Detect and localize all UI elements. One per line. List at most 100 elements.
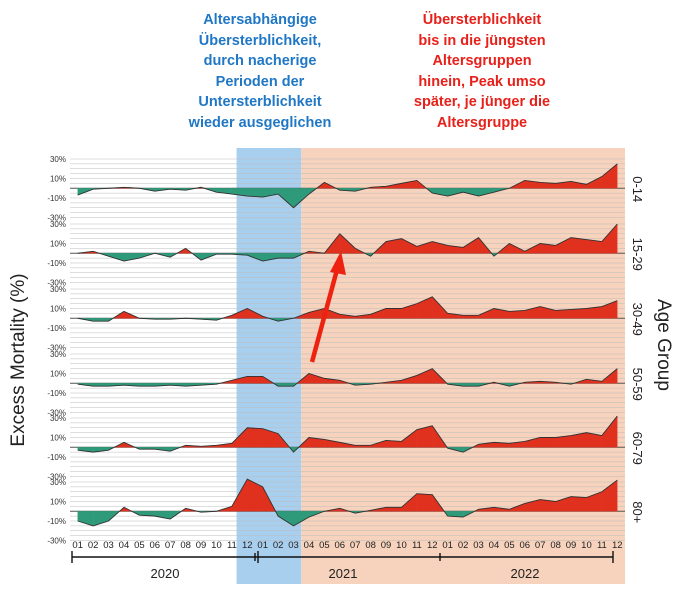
x-tick-label: 04 [489, 540, 500, 551]
year-label-2021: 2021 [329, 566, 358, 581]
red-arrow [309, 251, 346, 363]
year-label-2020: 2020 [151, 566, 180, 581]
x-tick-label: 07 [350, 540, 361, 551]
y-tick-label: -10% [47, 389, 66, 398]
y-tick-label: 30% [50, 285, 66, 294]
x-tick-label: 03 [473, 540, 484, 551]
series-line [77, 163, 618, 209]
y-tick-label: 10% [50, 498, 66, 507]
x-tick-label: 09 [381, 540, 392, 551]
y-axis-label: Excess Mortality (%) [8, 273, 29, 446]
x-tick-label: 06 [335, 540, 346, 551]
x-tick-label: 08 [180, 540, 191, 551]
x-tick-label: 12 [427, 540, 438, 551]
series-label-80+: 80+ [630, 501, 645, 523]
x-tick-label: 05 [134, 540, 145, 551]
x-tick-label: 03 [103, 540, 114, 551]
y-tick-label: -10% [47, 453, 66, 462]
y-tick-label: -10% [47, 259, 66, 268]
x-tick-label: 09 [566, 540, 577, 551]
series-80+ [77, 478, 618, 527]
area-segment [247, 376, 263, 384]
x-tick-label: 02 [88, 540, 99, 551]
y-tick-label: -30% [47, 214, 66, 223]
right-axis-label: Age Group [653, 299, 674, 391]
series-line [77, 478, 618, 527]
x-tick-label: 12 [612, 540, 623, 551]
x-tick-label: 07 [165, 540, 176, 551]
y-tick-label: -10% [47, 517, 66, 526]
series-label-30-49: 30-49 [630, 303, 645, 336]
series-30-49 [77, 296, 618, 322]
x-tick-label: 06 [150, 540, 161, 551]
annotation-right: Übersterblichkeit bis in die jüngsten Al… [413, 12, 551, 131]
x-tick-label: 01 [442, 540, 453, 551]
x-tick-label: 02 [458, 540, 469, 551]
series-line [77, 296, 618, 322]
y-tick-label: 30% [50, 155, 66, 164]
area-segment [570, 308, 587, 319]
y-tick-label: 10% [50, 370, 66, 379]
x-tick-label: 06 [520, 540, 531, 551]
area-segment [247, 188, 263, 198]
y-tick-label: -30% [47, 279, 66, 288]
x-tick-label: 09 [196, 540, 207, 551]
x-tick-label: 07 [535, 540, 546, 551]
series-50-59 [77, 368, 618, 387]
y-tick-label: -30% [47, 344, 66, 353]
x-tick-label: 08 [550, 540, 561, 551]
y-tick-label: -10% [47, 324, 66, 333]
series-60-79 [77, 415, 618, 453]
area-segment [277, 253, 294, 259]
x-tick-label: 10 [396, 540, 407, 551]
x-tick-label: 10 [211, 540, 222, 551]
year-label-2022: 2022 [511, 566, 540, 581]
x-tick-label: 05 [319, 540, 330, 551]
area-segment [570, 237, 587, 254]
y-tick-label: -10% [47, 194, 66, 203]
series-15-29 [77, 223, 618, 262]
x-tick-label: 01 [257, 540, 268, 551]
y-tick-label: 10% [50, 305, 66, 314]
x-tick-label: 04 [119, 540, 130, 551]
y-tick-label: -30% [47, 409, 66, 418]
x-tick-label: 12 [242, 540, 253, 551]
y-tick-label: 30% [50, 350, 66, 359]
annotation-left: Altersabhängige Übersterblichkeit, durch… [188, 12, 332, 131]
y-tick-label: 10% [50, 434, 66, 443]
y-tick-label: 30% [50, 478, 66, 487]
y-tick-label: 30% [50, 220, 66, 229]
area-segment [247, 427, 263, 448]
y-tick-label: 10% [50, 175, 66, 184]
series-line [77, 223, 618, 262]
x-tick-label: 08 [365, 540, 376, 551]
x-tick-label: 10 [581, 540, 592, 551]
series-label-60-79: 60-79 [630, 432, 645, 465]
series-line [77, 368, 618, 387]
highlight-orange-region [301, 148, 625, 584]
area-segment [540, 437, 556, 448]
area-segment [570, 496, 587, 512]
x-tick-label: 05 [504, 540, 515, 551]
series-line [77, 415, 618, 453]
series-0-14 [77, 163, 618, 209]
area-segment [416, 493, 433, 512]
area-segment [555, 309, 572, 319]
area-segment [385, 507, 402, 512]
series-label-15-29: 15-29 [630, 238, 645, 271]
y-tick-label: -30% [47, 473, 66, 482]
x-tick-label: 01 [72, 540, 83, 551]
x-tick-label: 04 [304, 540, 315, 551]
x-tick-label: 02 [273, 540, 284, 551]
y-tick-label: 10% [50, 240, 66, 249]
series-label-50-59: 50-59 [630, 368, 645, 401]
y-tick-label: 30% [50, 414, 66, 423]
x-tick-label: 11 [227, 540, 237, 551]
x-tick-label: 11 [597, 540, 607, 551]
area-segment [385, 308, 402, 319]
series-label-0-14: 0-14 [630, 176, 645, 202]
x-tick-label: 03 [288, 540, 299, 551]
y-tick-label: -30% [47, 537, 66, 546]
x-tick-label: 11 [412, 540, 422, 551]
